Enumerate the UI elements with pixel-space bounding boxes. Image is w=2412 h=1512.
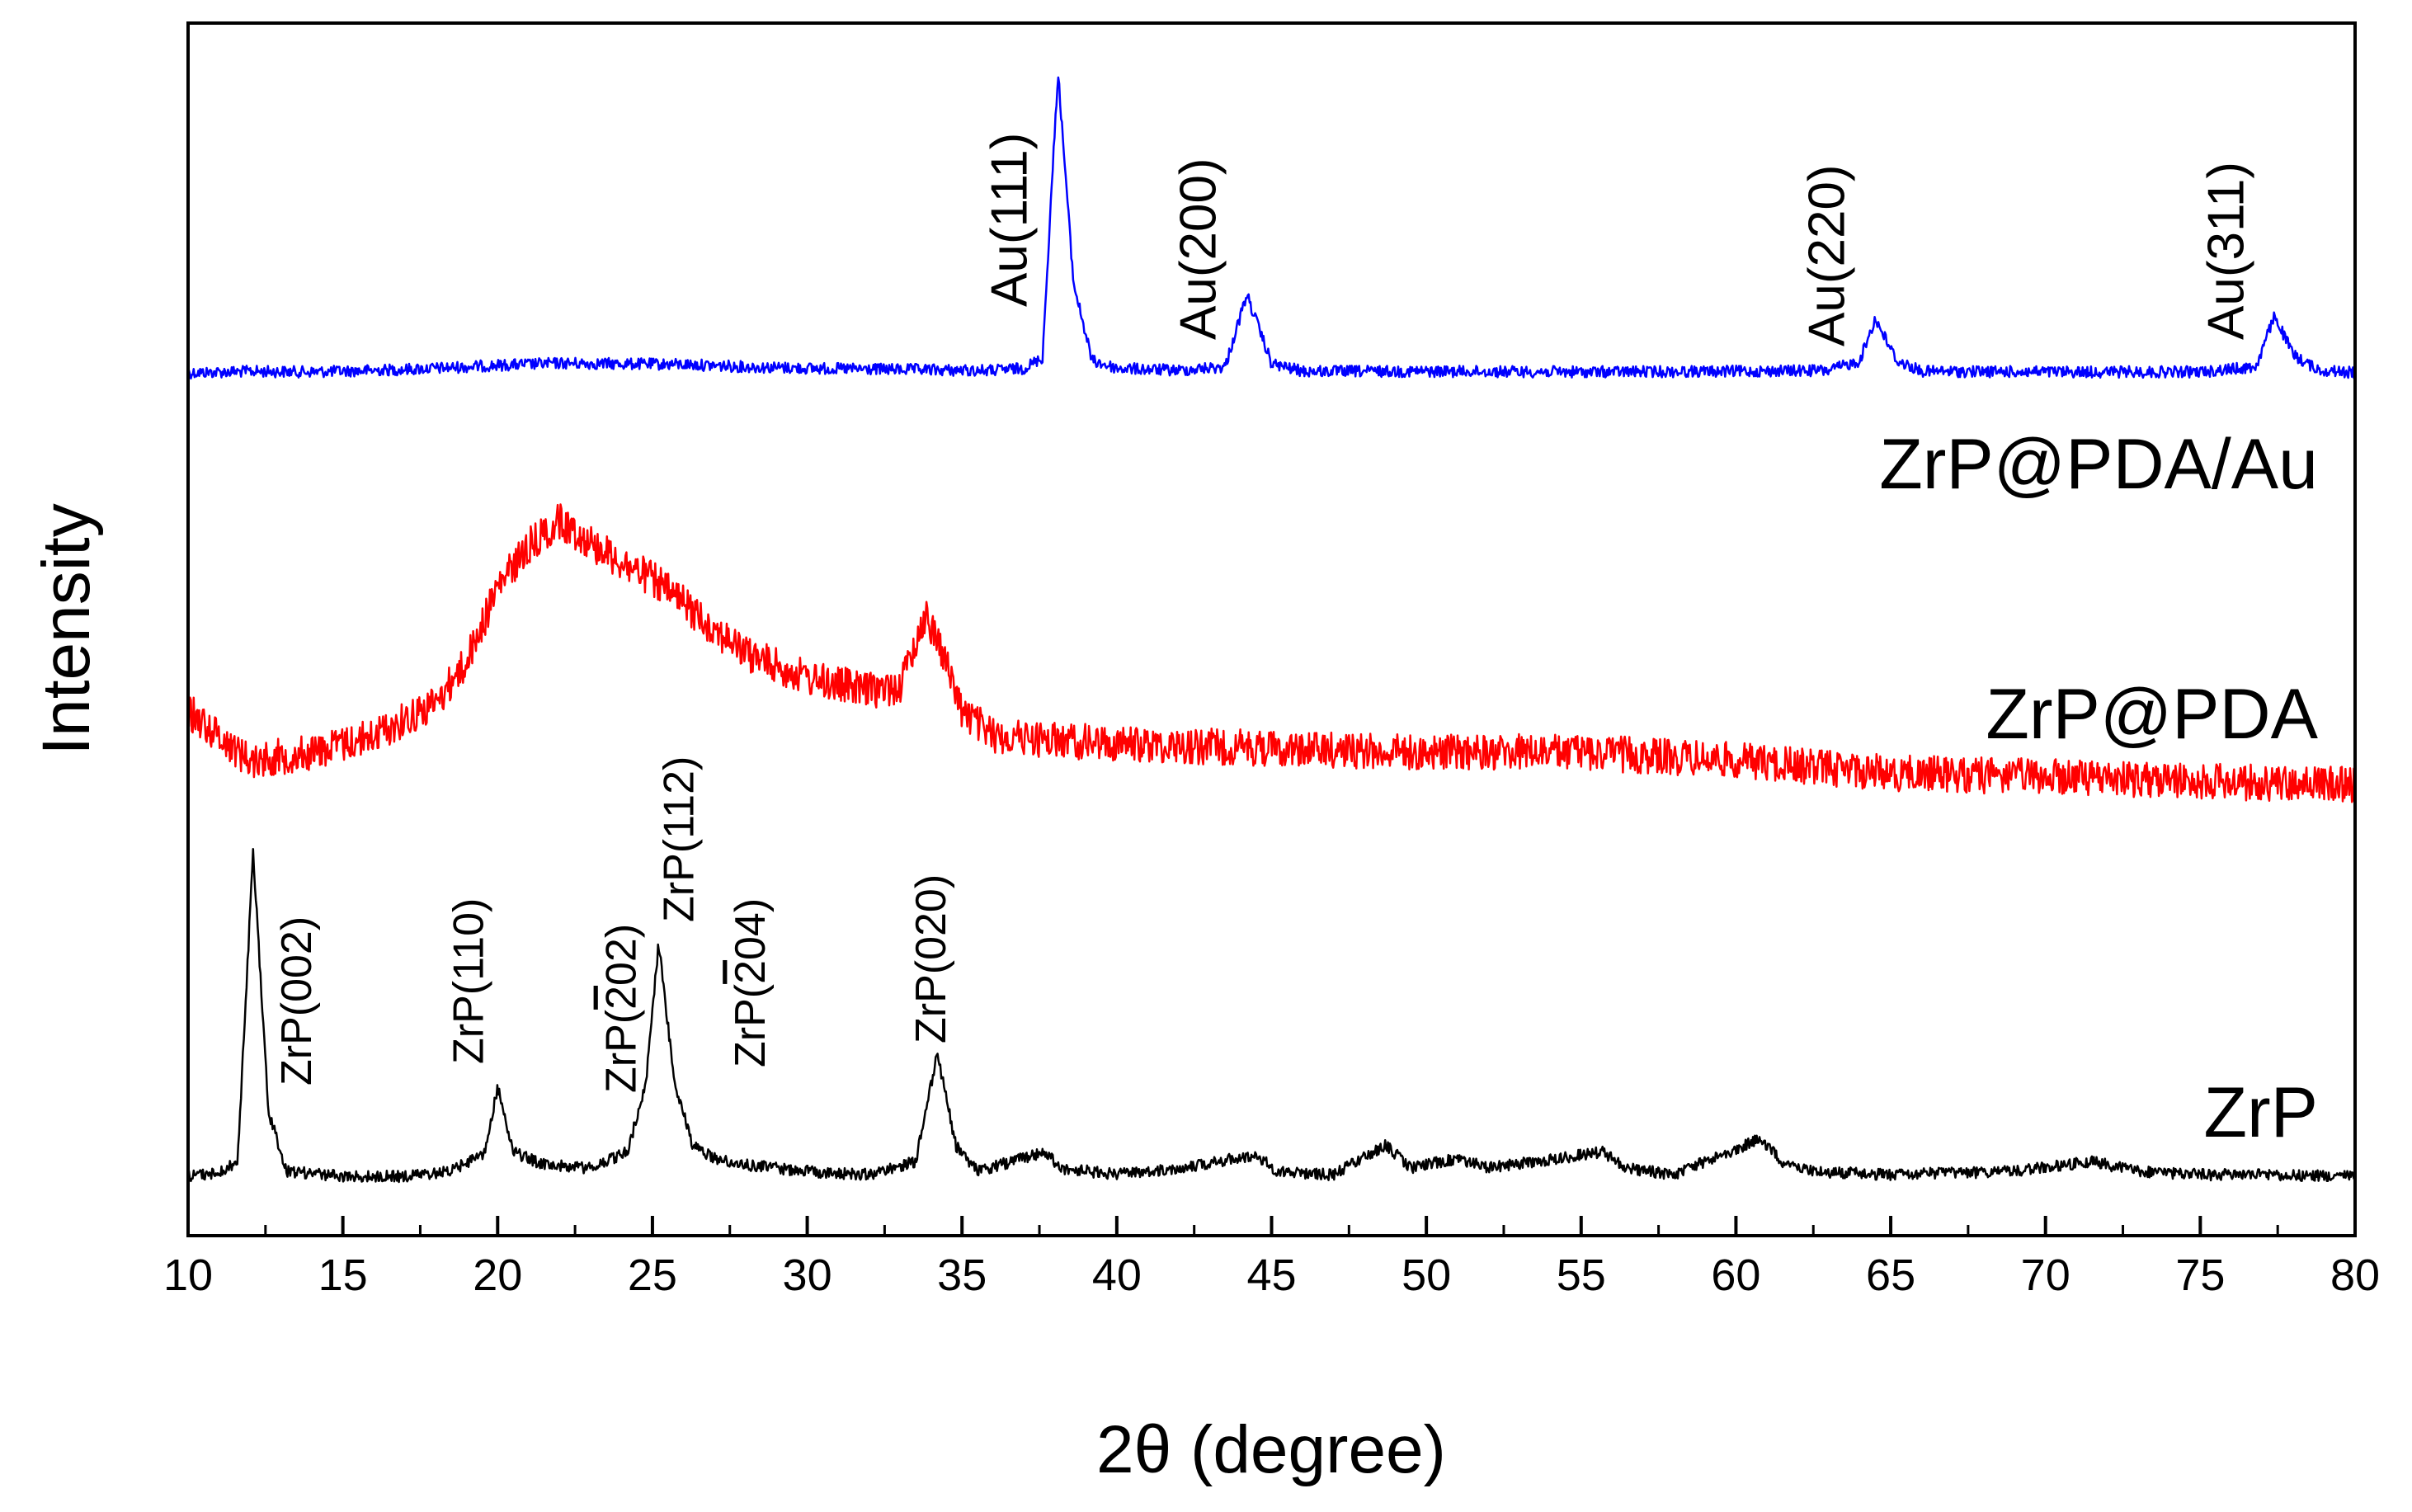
au-peak-label: Au(220) [1798, 164, 1855, 346]
series-line-2 [186, 848, 2356, 1184]
x-axis-title: 2θ (degree) [1096, 1412, 1446, 1487]
x-tick-label: 35 [937, 1251, 987, 1300]
series-label-1: ZrP@PDA [1986, 675, 2318, 754]
x-tick-label: 30 [783, 1251, 832, 1300]
x-tick-label: 40 [1092, 1251, 1142, 1300]
y-axis-title: Intensity [29, 503, 104, 755]
au-peak-label: Au(311) [2198, 162, 2254, 340]
zrp-peak-label: ZrP(002) [273, 916, 321, 1086]
zrp-peak-label: ZrP(202) [598, 924, 646, 1093]
x-tick-label: 15 [318, 1251, 368, 1300]
x-tick-label: 20 [473, 1251, 522, 1300]
series-layer [186, 76, 2356, 1184]
series-line-1 [186, 503, 2356, 803]
au-peak-label: Au(200) [1171, 158, 1227, 340]
zrp-peak-label: ZrP(204) [727, 898, 775, 1067]
x-tick-label: 60 [1711, 1251, 1760, 1300]
x-axis-ticks: 10 15 20 25 30 35 40 45 50 55 60 65 70 75 80 [163, 1216, 2380, 1300]
peak-annotations: Au(111) Au(200) Au(220) Au(311) ZrP(002) ZrP(… [273, 133, 2255, 1093]
x-tick-label: 75 [2175, 1251, 2225, 1300]
plot-frame [186, 21, 2357, 1237]
x-tick-label: 50 [1402, 1251, 1451, 1300]
series-line-0 [186, 76, 2356, 380]
x-tick-label: 45 [1246, 1251, 1296, 1300]
x-tick-label: 55 [1557, 1251, 1606, 1300]
au-peak-label: Au(111) [982, 133, 1039, 307]
zrp-peak-label: ZrP(112) [655, 756, 703, 922]
zrp-peak-label: ZrP(110) [445, 898, 492, 1064]
series-label-2: ZrP [2203, 1073, 2318, 1152]
zrp-peak-label: ZrP(020) [907, 874, 955, 1043]
x-tick-label: 25 [628, 1251, 677, 1300]
x-tick-label: 70 [2021, 1251, 2070, 1300]
x-tick-label: 80 [2330, 1251, 2380, 1300]
x-tick-label: 65 [1866, 1251, 1915, 1300]
series-labels: ZrP@PDA/Au ZrP@PDA ZrP [1879, 425, 2318, 1152]
x-tick-label: 10 [163, 1251, 213, 1300]
series-label-0: ZrP@PDA/Au [1879, 425, 2318, 504]
